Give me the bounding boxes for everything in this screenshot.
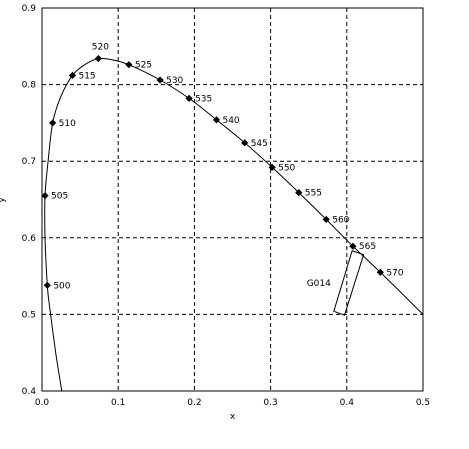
wavelength-label-535: 535 (195, 94, 212, 104)
grid-lines (42, 8, 423, 391)
x-tick-label: 0.4 (340, 398, 355, 408)
wavelength-marker-555 (295, 189, 303, 197)
wavelength-label-515: 515 (78, 71, 95, 81)
y-tick-label: 0.5 (22, 310, 36, 320)
y-tick-label: 0.9 (22, 4, 37, 14)
y-tick-label: 0.4 (22, 387, 37, 397)
x-tick-label: 0.1 (111, 398, 125, 408)
wavelength-label-565: 565 (359, 242, 376, 252)
y-axis-title: y (0, 197, 7, 203)
x-axis-ticks: 0.0 0.1 0.2 0.3 0.4 0.5 (35, 398, 430, 408)
x-axis-title: x (230, 412, 236, 422)
wavelength-marker-570 (376, 268, 384, 276)
wavelength-marker-510 (49, 119, 57, 127)
wavelength-label-555: 555 (305, 189, 322, 199)
spectral-locus-curve (44, 57, 423, 391)
g014-region-box (333, 250, 365, 316)
x-tick-label: 0.2 (187, 398, 201, 408)
y-tick-label: 0.8 (22, 81, 37, 91)
wavelength-marker-500 (43, 281, 51, 289)
wavelength-label-545: 545 (251, 139, 268, 149)
wavelength-marker-530 (156, 76, 164, 84)
wavelength-marker-560 (322, 215, 330, 224)
wavelength-label-540: 540 (222, 116, 239, 126)
plot-frame (41, 7, 424, 392)
wavelength-marker-545 (241, 139, 249, 147)
wavelength-marker-520 (94, 54, 102, 63)
wavelength-label-570: 570 (386, 268, 403, 278)
wavelength-marker-515 (68, 71, 77, 80)
wavelength-marker-550 (268, 163, 276, 171)
wavelength-label-505: 505 (51, 192, 68, 202)
y-tick-label: 0.6 (22, 234, 37, 244)
g014-region-label: G014 (307, 279, 331, 289)
wavelength-label-530: 530 (166, 76, 183, 86)
wavelength-points: 500 505 510 515 520 525 530 535 540 545 550 555 560 5… (41, 43, 404, 291)
wavelength-label-510: 510 (59, 119, 76, 129)
wavelength-marker-540 (212, 116, 221, 124)
wavelength-marker-525 (125, 61, 133, 69)
x-tick-label: 0.5 (416, 398, 430, 408)
wavelength-label-520: 520 (92, 43, 109, 53)
wavelength-marker-535 (185, 94, 193, 102)
y-axis-ticks: 0.4 0.5 0.6 0.7 0.8 0.9 (22, 4, 37, 397)
wavelength-marker-505 (41, 192, 49, 200)
wavelength-label-525: 525 (135, 61, 152, 71)
wavelength-label-500: 500 (53, 281, 70, 291)
y-tick-label: 0.7 (22, 157, 36, 167)
wavelength-marker-565 (349, 242, 357, 250)
x-tick-label: 0.0 (35, 398, 50, 408)
x-tick-label: 0.3 (263, 398, 277, 408)
wavelength-label-560: 560 (332, 215, 349, 225)
wavelength-label-550: 550 (278, 163, 295, 173)
